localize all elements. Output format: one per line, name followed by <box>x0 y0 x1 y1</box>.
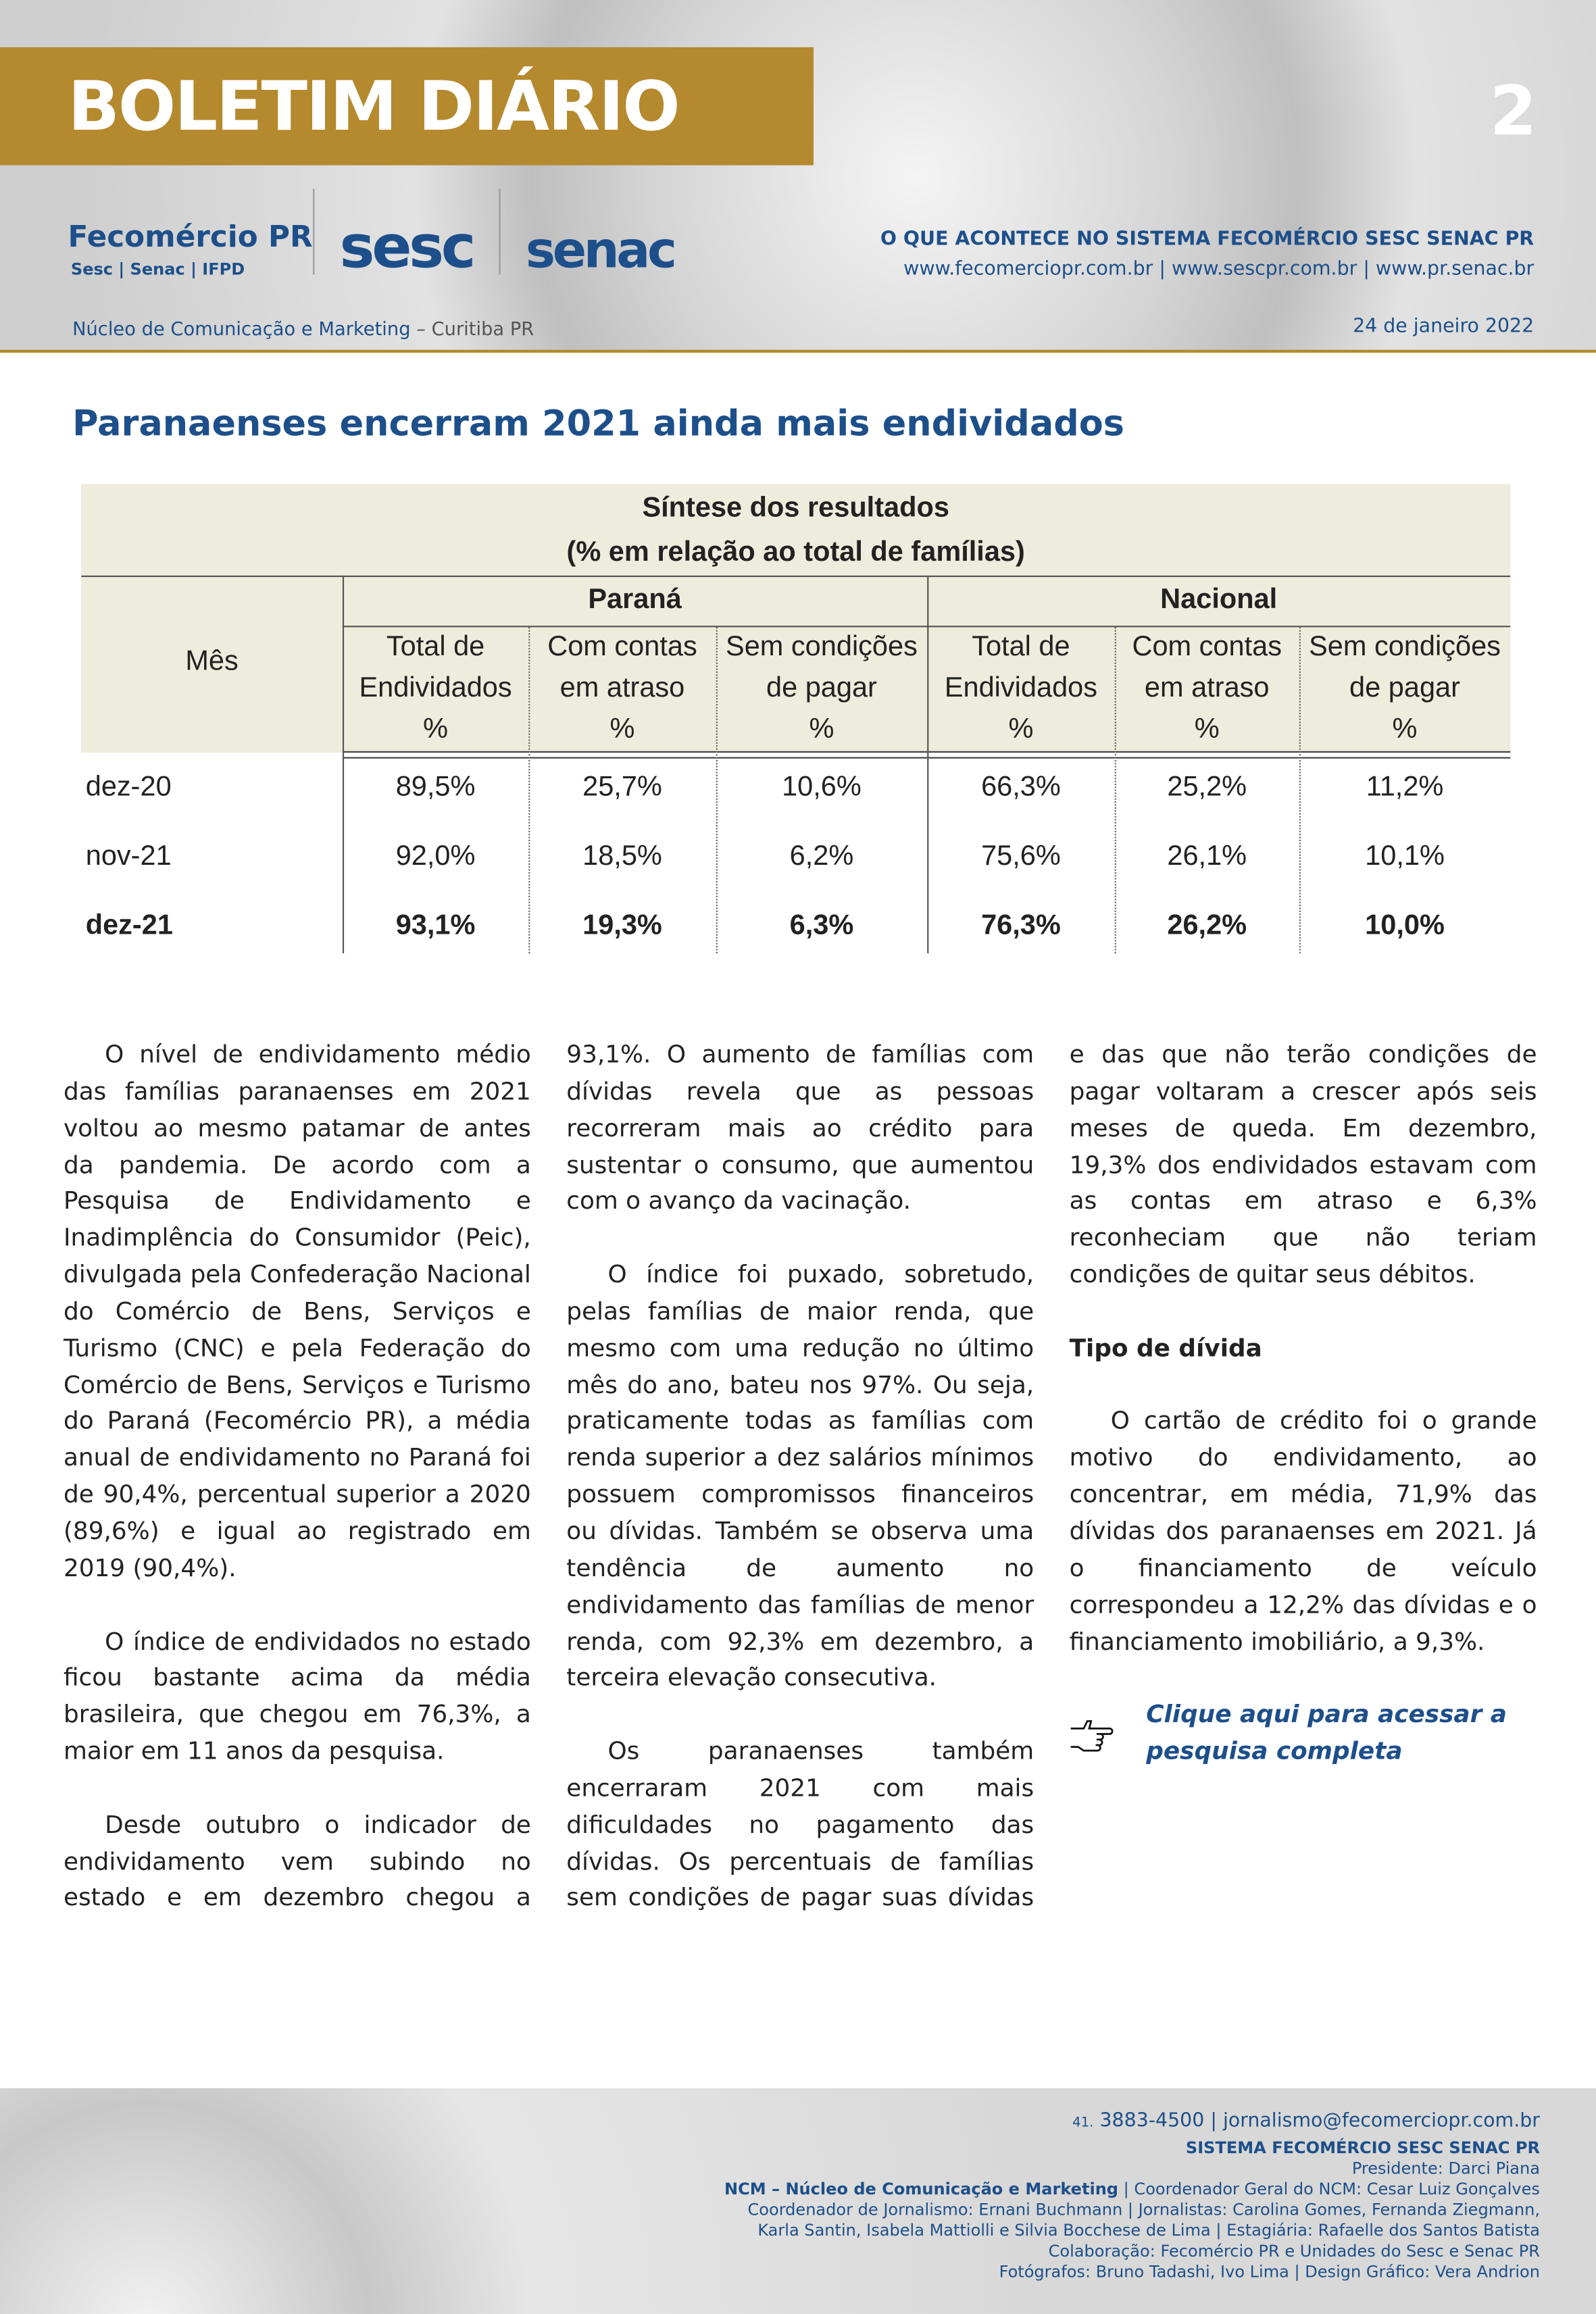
footer: 41. 3883-4500 | jornalismo@fecomerciopr.… <box>724 2107 1540 2283</box>
row-label: dez-21 <box>85 910 173 942</box>
column-header: % <box>423 714 449 746</box>
table-cell: 6,2% <box>789 841 854 872</box>
column-header: Sem condições <box>726 631 918 663</box>
table-title: (% em relação ao total de famílias) <box>566 537 1025 568</box>
rule <box>1114 626 1116 954</box>
president: Presidente: Darci Piana <box>1351 2159 1540 2179</box>
column-header: Sem condições <box>1309 631 1501 663</box>
table-cell: 26,1% <box>1167 841 1247 872</box>
paragraph: O índice foi puxado, sobretudo, pelas fa… <box>566 1260 1034 1692</box>
rule <box>342 751 1511 759</box>
row-label: nov-21 <box>85 841 172 872</box>
column-header: Endividados <box>359 673 512 704</box>
research-link[interactable]: Clique aqui para acessar a pesquisa comp… <box>1146 1700 1507 1765</box>
rule <box>342 626 1511 628</box>
group-header: Paraná <box>588 584 682 615</box>
table-cell: 25,7% <box>582 772 662 803</box>
column-header: % <box>1392 714 1418 746</box>
rule <box>342 575 345 756</box>
tagline: O QUE ACONTECE NO SISTEMA FECOMÉRCIO SES… <box>880 228 1535 251</box>
paragraph: O nível de endividamento médio das famíl… <box>63 1040 531 1582</box>
date: 24 de janeiro 2022 <box>1353 316 1535 338</box>
table-header-bg <box>81 484 1511 753</box>
logo-fecomercio: Fecomércio PR <box>68 218 313 254</box>
table-cell: 66,3% <box>981 772 1061 803</box>
table-cell: 89,5% <box>395 772 476 803</box>
article: O nível de endividamento médio das famíl… <box>64 1038 1537 1923</box>
pointing-hand-icon <box>1071 1720 1114 1752</box>
websites: www.fecomerciopr.com.br | www.sescpr.com… <box>903 258 1535 281</box>
table-cell: 6,3% <box>789 910 854 942</box>
table-cell: 10,0% <box>1365 910 1445 942</box>
paragraph: Desde outubro o indicador de endividamen… <box>63 1040 1034 1912</box>
table: Síntese dos resultados (% em relação ao t… <box>81 484 1511 954</box>
column-header: Total de <box>972 631 1070 663</box>
table-title: Síntese dos resultados <box>642 493 949 524</box>
column-header: Endividados <box>944 673 1098 704</box>
header: BOLETIM DIÁRIO 2 Fecomércio PR Sesc | Se… <box>0 0 1596 353</box>
row-label: dez-20 <box>85 772 172 803</box>
rule <box>342 755 345 954</box>
table-cell: 75,6% <box>981 841 1061 872</box>
table-cell: 11,2% <box>1366 772 1444 803</box>
contact: 3883-4500 | jornalismo@fecomerciopr.com.… <box>1099 2110 1540 2133</box>
rule <box>927 575 929 954</box>
table-cell: 10,6% <box>782 772 862 803</box>
credit: Coordenador de Jornalismo: Ernani Buchma… <box>747 2200 1540 2220</box>
column-header: % <box>609 714 635 746</box>
table-cell: 25,2% <box>1167 772 1247 803</box>
link-row: Clique aqui para acessar a pesquisa comp… <box>1070 1697 1537 1771</box>
table-cell: 92,0% <box>395 841 476 872</box>
ncm: NCM – Núcleo de Comunicação e Marketing <box>724 2180 1119 2199</box>
paragraph: Os paranaenses também encerraram 2021 co… <box>566 1040 1537 1912</box>
credit: Fotógrafos: Bruno Tadashi, Ivo Lima | De… <box>999 2262 1540 2282</box>
area-code: 41. <box>1072 2116 1094 2132</box>
column-header: % <box>1008 714 1034 746</box>
footer-bg <box>0 2088 1596 2314</box>
credit: Colaboração: Fecomércio PR e Unidades do… <box>1048 2241 1540 2261</box>
subheading: Tipo de dívida <box>1069 1334 1262 1362</box>
paragraph: O índice de endividados no estado ficou … <box>63 1627 531 1765</box>
credit: | Coordenador Geral do NCM: Cesar Luiz G… <box>1118 2180 1540 2199</box>
paragraph: O cartão de crédito foi o grande motivo … <box>1069 1407 1537 1655</box>
banner: BOLETIM DIÁRIO <box>0 47 814 166</box>
logo-senac: senac <box>525 221 677 281</box>
column-header: em atraso <box>1144 673 1270 704</box>
headline: Paranaenses encerram 2021 ainda mais end… <box>72 403 1124 445</box>
table-cell: 26,2% <box>1167 910 1247 942</box>
logo-fecomercio-sub: Sesc | Senac | IFPD <box>70 259 245 279</box>
column-header: Com contas <box>547 631 697 663</box>
column-header: de pagar <box>766 673 877 704</box>
table-cell: 19,3% <box>582 910 662 942</box>
column-header: de pagar <box>1349 673 1460 704</box>
location: – Curitiba PR <box>416 317 534 340</box>
logo-sesc: sesc <box>339 213 476 282</box>
column-header: % <box>809 714 834 746</box>
rule <box>716 626 718 954</box>
rule <box>528 626 530 954</box>
unit: Núcleo de Comunicação e Marketing <box>72 317 411 340</box>
column-header: % <box>1194 714 1220 746</box>
table-cell: 76,3% <box>981 910 1061 942</box>
divider <box>499 188 501 275</box>
table-cell: 10,1% <box>1365 841 1445 872</box>
column-header: em atraso <box>559 673 685 704</box>
table-cell: 18,5% <box>582 841 662 872</box>
month-header: Mês <box>185 646 239 678</box>
column-header: Com contas <box>1132 631 1282 663</box>
column-header: Total de <box>386 631 485 663</box>
group-header: Nacional <box>1160 584 1278 615</box>
rule <box>81 575 1511 578</box>
system: SISTEMA FECOMÉRCIO SESC SENAC PR <box>1185 2138 1540 2158</box>
divider <box>313 188 315 275</box>
credit: Karla Santin, Isabela Mattiolli e Silvia… <box>757 2221 1540 2240</box>
table-cell: 93,1% <box>395 910 476 942</box>
page-number: 2 <box>1489 70 1537 151</box>
rule <box>1299 626 1301 954</box>
